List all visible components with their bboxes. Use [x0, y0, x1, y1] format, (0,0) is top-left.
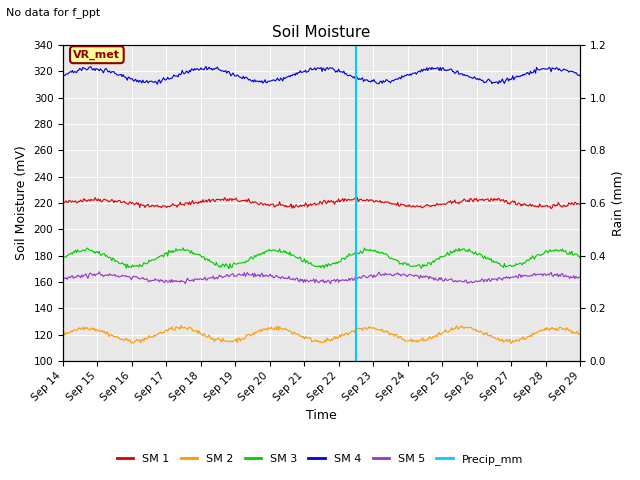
Text: No data for f_ppt: No data for f_ppt	[6, 7, 100, 18]
Legend: SM 1, SM 2, SM 3, SM 4, SM 5, Precip_mm: SM 1, SM 2, SM 3, SM 4, SM 5, Precip_mm	[112, 450, 528, 469]
Y-axis label: Rain (mm): Rain (mm)	[612, 170, 625, 236]
Title: Soil Moisture: Soil Moisture	[273, 24, 371, 39]
Y-axis label: Soil Moisture (mV): Soil Moisture (mV)	[15, 145, 28, 260]
X-axis label: Time: Time	[306, 409, 337, 422]
Text: VR_met: VR_met	[74, 49, 120, 60]
